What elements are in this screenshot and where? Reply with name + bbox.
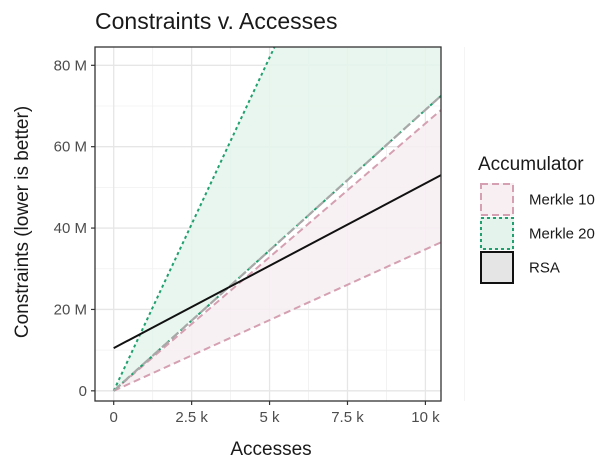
legend: Accumulator Merkle 10 Merkle 20 RSA [478, 154, 595, 284]
y-axis-label: Constraints (lower is better) [12, 106, 33, 338]
line-band-boundary-overlap [112, 95, 441, 392]
legend-key-border-merkle-10 [480, 183, 514, 216]
x-tick-label: 5 k [260, 409, 281, 426]
chart-title: Constraints v. Accesses [95, 8, 337, 34]
legend-key-border-merkle-20 [480, 217, 514, 250]
legend-key-fill-merkle-10 [480, 183, 514, 216]
y-tick-label: 60 M [54, 139, 87, 156]
legend-key-border-rsa [480, 251, 514, 284]
y-tick-label: 0 [79, 383, 87, 400]
line-merkle-10-upper [113, 109, 441, 392]
legend-key-fill-rsa [480, 251, 514, 284]
series-layer [112, 47, 441, 392]
x-tick-label: 2.5 k [175, 409, 208, 426]
y-tick-label: 20 M [54, 301, 87, 318]
legend-label-rsa: RSA [529, 260, 560, 277]
x-tick-label: 7.5 k [331, 409, 364, 426]
line-rsa [113, 174, 441, 349]
legend-key-fill-merkle-20 [480, 217, 514, 250]
y-tick-label: 80 M [54, 57, 87, 74]
plot-border [94, 46, 442, 402]
legend-label-merkle-10: Merkle 10 [529, 192, 595, 209]
x-axis-label: Accesses [230, 439, 311, 460]
legend-title: Accumulator [478, 154, 584, 175]
line-merkle-10-lower [113, 241, 441, 392]
legend-label-merkle-20: Merkle 20 [529, 226, 595, 243]
x-tick-label: 10 k [411, 409, 440, 426]
plot-area: 0 2.5 k 5 k 7.5 k 10 k 0 20 M 40 M 60 M 80 M [54, 46, 465, 426]
y-tick-label: 40 M [54, 220, 87, 237]
x-tick-label: 0 [110, 409, 118, 426]
line-merkle-20-upper [112, 47, 276, 392]
